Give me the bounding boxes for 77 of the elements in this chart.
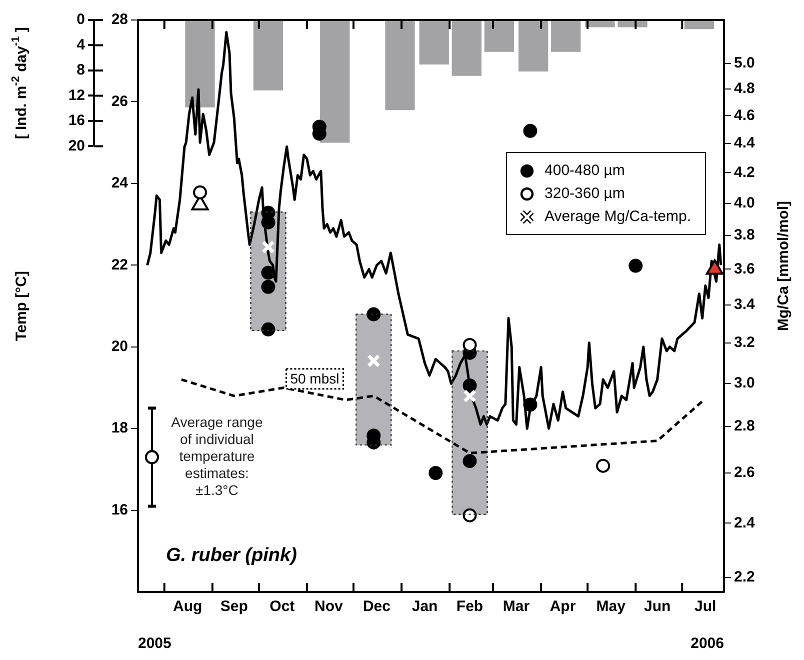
point xyxy=(462,338,477,352)
y3-tick-label: 20 xyxy=(68,137,85,154)
point xyxy=(261,322,276,336)
x-tick-label: Apr xyxy=(550,598,576,616)
y2-tick-label: 2.6 xyxy=(734,464,755,482)
y2-tick-label: 4.0 xyxy=(734,194,755,212)
y2-tick-label: 4.8 xyxy=(734,80,755,98)
y2-tick-label: 4.4 xyxy=(734,134,756,152)
point xyxy=(523,124,538,138)
y2-tick-label: 2.8 xyxy=(734,418,755,435)
y-tick-label: 26 xyxy=(111,92,128,110)
point xyxy=(523,398,538,412)
bar xyxy=(320,20,350,143)
y2-tick-label: 4.2 xyxy=(734,164,755,181)
text: 2006 xyxy=(690,635,724,652)
y2-tick-label: 3.8 xyxy=(734,226,755,244)
y3-tick-label: 4 xyxy=(76,36,86,54)
bar xyxy=(452,20,482,76)
point xyxy=(193,185,208,200)
y3-axis-title: [ Ind. m-2 day-1 ] xyxy=(10,27,30,140)
legend-label: Average Mg/Ca-temp. xyxy=(544,207,691,227)
y2-tick-label: 3.0 xyxy=(734,374,755,392)
bar xyxy=(253,20,284,90)
point xyxy=(261,266,276,280)
y3-tick-label: 0 xyxy=(76,11,85,28)
point xyxy=(262,240,275,254)
y-tick-label: 24 xyxy=(111,174,129,192)
x-tick-label: Jan xyxy=(412,598,438,616)
bar xyxy=(185,20,215,108)
y2-tick-label: 2.2 xyxy=(734,568,755,586)
bar xyxy=(484,20,514,52)
text: 2005 xyxy=(138,635,172,652)
x-tick-label: Oct xyxy=(270,598,295,616)
point xyxy=(463,389,476,403)
y2-tick-label: 3.4 xyxy=(734,296,756,314)
y-tick-label: 16 xyxy=(111,501,128,518)
y-tick-label: 18 xyxy=(111,420,128,437)
x-tick-label: Aug xyxy=(173,598,202,616)
x-tick-label: Dec xyxy=(362,598,391,616)
y2-tick-label: 5.0 xyxy=(734,54,755,72)
y2-tick-label: 2.4 xyxy=(734,514,756,532)
text: G. ruber (pink) xyxy=(166,545,297,566)
y-tick-label: 28 xyxy=(111,11,128,28)
x-tick-label: Jul xyxy=(694,598,716,616)
y3-tick-label: 8 xyxy=(76,62,85,79)
x-tick-label: May xyxy=(596,598,626,616)
point xyxy=(462,454,477,468)
bar xyxy=(551,20,581,52)
point xyxy=(462,508,477,522)
point xyxy=(366,307,381,322)
x-tick-label: Jun xyxy=(644,598,671,616)
y-tick-label: 22 xyxy=(111,256,128,274)
bar xyxy=(385,20,415,110)
series-label: 50 mbsl xyxy=(290,370,340,387)
point xyxy=(596,458,610,473)
point xyxy=(261,280,276,294)
x-tick-label: Sep xyxy=(220,598,248,616)
bar xyxy=(419,20,449,65)
legend-label: 320-360 µm xyxy=(544,184,625,204)
point xyxy=(366,354,380,368)
y-axis-title: Temp [°C] xyxy=(13,271,30,341)
bar xyxy=(518,20,548,72)
y2-tick-label: 4.6 xyxy=(734,106,755,124)
annotation: Average range of individual temperature estimates: ±1.3°C xyxy=(171,414,263,498)
y2-tick-label: 3.6 xyxy=(734,260,755,278)
x-tick-label: Nov xyxy=(314,598,344,616)
point xyxy=(628,258,643,273)
y3-tick-label: 12 xyxy=(68,86,85,104)
y-tick-label: 20 xyxy=(111,338,128,355)
y2-tick-label: 3.2 xyxy=(734,334,755,352)
point xyxy=(428,466,443,480)
y2-axis-title: Mg/Ca [mmol/mol] xyxy=(775,200,792,331)
y3-tick-label: 16 xyxy=(68,112,85,130)
x-tick-label: Mar xyxy=(502,598,530,616)
legend-label: 400-480 µm xyxy=(544,161,625,181)
x-tick-label: Feb xyxy=(456,598,484,616)
point xyxy=(462,378,477,392)
